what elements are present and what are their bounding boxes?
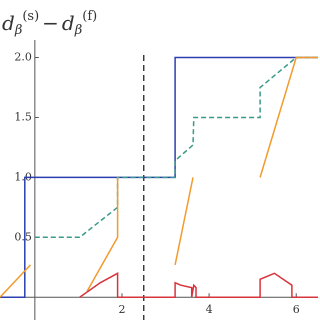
chart-title: dβ(s) − dβ(f): [2, 9, 97, 38]
y-tick-label: 2.0: [14, 51, 32, 64]
title-part: β: [74, 23, 83, 38]
series-line: [0, 56, 318, 298]
title-part: (s): [22, 9, 39, 24]
y-tick-label: 0.5: [14, 230, 32, 243]
series-line: [0, 56, 318, 298]
title-part: d: [62, 11, 75, 35]
title-part: −: [42, 11, 59, 35]
series-line: [79, 272, 318, 298]
series-line: [34, 56, 318, 239]
x-tick-label: 4: [206, 303, 213, 316]
title-part: (f): [82, 9, 97, 24]
x-tick-label: 2: [118, 303, 125, 316]
title-part: d: [2, 11, 15, 35]
x-tick-label: 6: [293, 303, 300, 316]
y-tick-label: 1.5: [14, 110, 32, 123]
title-part: β: [14, 23, 23, 38]
y-tick-label: 1.0: [14, 170, 32, 183]
